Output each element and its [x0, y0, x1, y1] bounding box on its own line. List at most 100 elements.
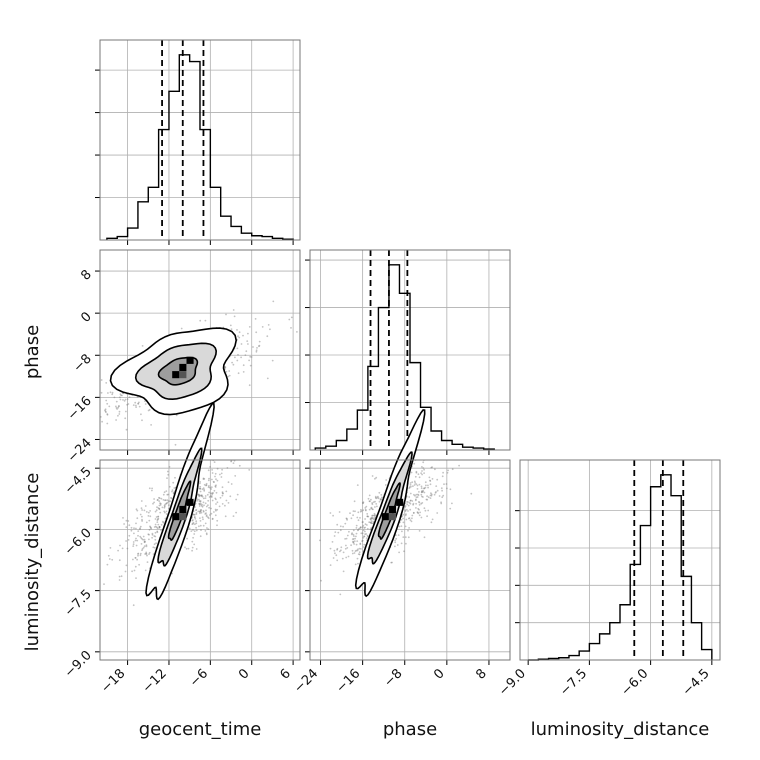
sample-point	[415, 470, 418, 473]
sample-point	[200, 511, 203, 514]
sample-point	[135, 404, 137, 407]
sample-point	[409, 499, 412, 502]
sample-point	[352, 540, 354, 543]
sample-point	[363, 535, 365, 538]
sample-point	[166, 470, 169, 473]
sample-point	[371, 503, 374, 506]
sample-point	[415, 471, 418, 474]
sample-point	[201, 503, 203, 506]
sample-point	[208, 496, 211, 498]
sample-point	[123, 400, 126, 402]
sample-point	[420, 472, 422, 474]
sample-point	[413, 484, 416, 486]
sample-point	[173, 487, 176, 489]
sample-point	[358, 527, 361, 530]
sample-point	[153, 526, 156, 528]
sample-point	[235, 511, 238, 514]
sample-point	[192, 521, 195, 524]
sample-point	[364, 533, 366, 535]
sample-point	[221, 491, 224, 493]
sample-point	[156, 531, 159, 534]
sample-point	[159, 511, 162, 514]
sample-point	[202, 518, 204, 521]
sample-point	[132, 541, 135, 543]
sample-point	[412, 502, 415, 505]
sample-point	[414, 475, 417, 478]
sample-point	[160, 523, 163, 526]
sample-point	[238, 464, 241, 467]
sample-point	[242, 371, 245, 373]
sample-point	[408, 486, 411, 488]
sample-point	[352, 510, 355, 512]
sample-point	[369, 528, 372, 530]
sample-point	[409, 492, 412, 495]
sample-point	[338, 511, 341, 513]
sample-point	[149, 525, 151, 528]
density-peak-cell	[179, 363, 187, 371]
sample-point	[412, 485, 414, 488]
sample-point	[153, 546, 156, 549]
sample-point	[407, 510, 409, 512]
sample-point	[415, 496, 418, 499]
sample-point	[85, 416, 87, 418]
sample-point	[141, 518, 143, 521]
sample-point	[165, 490, 168, 492]
sample-point	[422, 467, 425, 469]
sample-point	[151, 532, 154, 535]
sample-point	[154, 510, 157, 513]
sample-point	[360, 510, 363, 512]
sample-point	[371, 517, 374, 520]
sample-point	[415, 483, 418, 485]
sample-point	[111, 393, 114, 396]
sample-point	[140, 537, 143, 539]
sample-point	[118, 559, 121, 562]
sample-point	[426, 498, 429, 501]
sample-point	[351, 532, 353, 535]
sample-point	[142, 538, 145, 541]
sample-point	[348, 530, 350, 533]
sample-point	[362, 509, 365, 512]
sample-point	[374, 500, 376, 503]
y-tick-label: −7.5	[62, 587, 95, 620]
sample-point	[415, 507, 417, 509]
sample-point	[137, 530, 140, 532]
sample-point	[209, 514, 211, 516]
sample-point	[361, 539, 364, 542]
sample-point	[442, 471, 444, 474]
sample-point	[195, 522, 198, 525]
sample-point	[331, 541, 334, 543]
sample-point	[221, 494, 224, 497]
sample-point	[192, 513, 195, 516]
y-tick-label: −4.5	[62, 464, 95, 497]
sample-point	[345, 556, 348, 559]
sample-point	[199, 502, 202, 505]
sample-point	[119, 544, 121, 547]
sample-point	[119, 398, 122, 401]
sample-point	[244, 354, 247, 356]
sample-point	[232, 515, 235, 517]
sample-point	[121, 547, 124, 550]
sample-point	[384, 484, 387, 486]
sample-point	[167, 473, 170, 476]
sample-point	[407, 536, 410, 539]
sample-point	[361, 502, 364, 504]
sample-point	[210, 488, 213, 490]
sample-point	[203, 504, 205, 507]
x-tick-label: 0	[236, 666, 252, 682]
sample-point	[120, 394, 122, 397]
sample-point	[423, 536, 426, 539]
sample-point	[227, 481, 230, 484]
sample-point	[248, 326, 251, 328]
sample-point	[378, 500, 381, 503]
sample-point	[135, 508, 138, 511]
sample-point	[237, 372, 240, 375]
sample-point	[237, 353, 239, 356]
sample-point	[334, 531, 337, 533]
sample-point	[195, 526, 198, 529]
sample-point	[405, 513, 407, 516]
sample-point	[95, 407, 97, 409]
sample-point	[362, 501, 365, 504]
sample-point	[128, 524, 131, 527]
sample-point	[201, 488, 204, 491]
sample-point	[366, 527, 369, 530]
